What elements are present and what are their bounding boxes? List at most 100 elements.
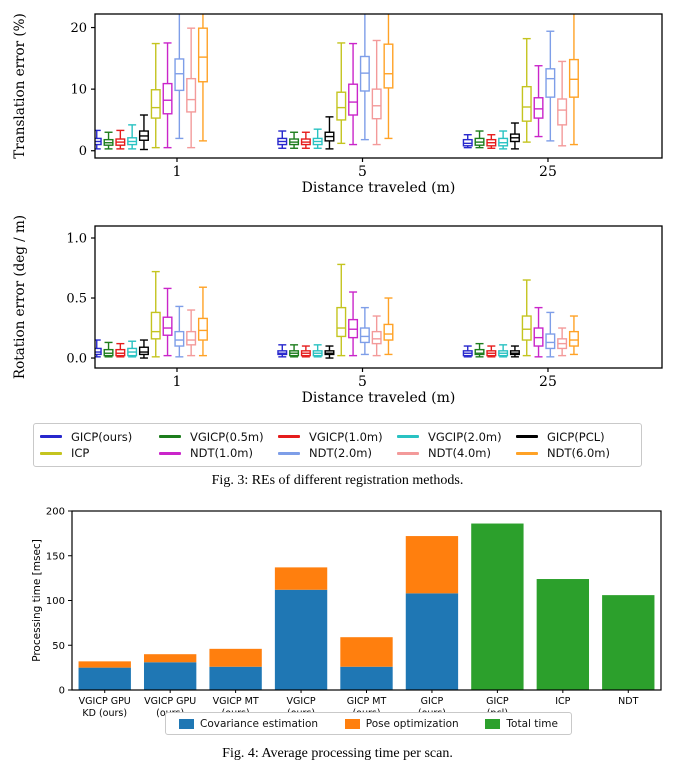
legend-item-gicp-ours: GICP(ours): [40, 430, 159, 444]
y-tick-label: 0.0: [66, 352, 87, 367]
legend-line-swatch: [159, 451, 181, 455]
y-tick-label: 200: [46, 507, 65, 518]
boxplot-series-group: [95, 263, 579, 359]
bar-covariance-estimation-gicp-ours: [405, 593, 459, 690]
y-tick-label: 100: [46, 596, 65, 607]
x-tick-label: VGICP GPU KD (ours): [79, 696, 131, 719]
y-tick-label: 10: [70, 83, 87, 98]
legend-line-swatch: [278, 435, 300, 439]
box-series-vgicp-1-0m: [115, 342, 497, 358]
fig4-legend: Covariance estimation Pose optimization To…: [165, 712, 572, 735]
legend-label: GICP(ours): [71, 429, 133, 444]
bar-total-time-ndt: [602, 595, 655, 690]
y-tick-label: 0: [59, 686, 65, 697]
y-tick-label: 50: [52, 641, 65, 652]
x-tick-label: 5: [358, 374, 367, 390]
fig3-legend: GICP(ours) VGICP(0.5m) VGICP(1.0m) VGCIP(2.…: [33, 423, 642, 467]
x-tick-label: NDT: [618, 696, 638, 707]
y-axis-title: Translation error (%): [12, 13, 28, 158]
fig4-caption: Fig. 4: Average processing time per scan…: [222, 746, 453, 761]
y-axis-title: Processing time [msec]: [31, 539, 43, 662]
x-tick-label: 5: [358, 164, 367, 180]
bar-covariance-estimation-vgicp-gpu-kd-ours: [78, 667, 131, 690]
legend-item-vgicp-0-5m: VGICP(0.5m): [159, 430, 278, 444]
x-axis-title: Distance traveled (m): [302, 180, 456, 196]
box-series-ndt-2-0m: [174, 305, 556, 358]
processing-time-bar-chart: 0 50 100 150 200 Processing time [msec] VGICP …: [31, 507, 662, 719]
box-series-vgcip-2-0m: [127, 340, 509, 358]
bar-covariance-estimation-vgicp-ours: [274, 589, 328, 690]
legend-line-swatch: [40, 435, 62, 439]
box-series-icp: [150, 263, 532, 358]
legend-line-swatch: [397, 451, 419, 455]
rotation-error-boxplot: 0.0 0.5 1.0 1 5 25 Distance traveled (m) Rotati…: [12, 215, 663, 406]
legend-item-vgicp-1-0m: VGICP(1.0m): [278, 430, 397, 444]
legend-item-icp: ICP: [40, 446, 159, 460]
legend-item-ndt-2-0m: NDT(2.0m): [278, 446, 397, 460]
legend-line-swatch: [397, 435, 419, 439]
fig3-caption: Fig. 3: REs of different registration me…: [211, 473, 464, 488]
legend-item-gicp-pcl: GICP(PCL): [516, 430, 635, 444]
legend-label: NDT(4.0m): [428, 446, 491, 461]
box-series-ndt-2-0m: [174, 14, 556, 142]
bar-covariance-estimation-vgicp-mt-ours: [209, 666, 262, 690]
legend-label: Total time: [506, 717, 558, 730]
legend-label: ICP: [71, 446, 90, 461]
box-series-icp: [150, 37, 532, 149]
legend-rect-swatch: [485, 718, 501, 729]
box-series-gicp-ours: [95, 339, 473, 358]
bar-pose-optimization-gicp-mt-ours: [340, 637, 393, 667]
plot-frame: [71, 510, 662, 691]
legend-label: NDT(6.0m): [547, 446, 610, 461]
bar-covariance-estimation-gicp-mt-ours: [340, 666, 393, 690]
legend-item-pose-optimization: Pose optimization: [344, 717, 459, 730]
legend-item-covariance-estimation: Covariance estimation: [179, 718, 318, 730]
y-tick-label: 0.5: [66, 292, 87, 307]
legend-label: GICP(PCL): [547, 429, 605, 444]
legend-line-swatch: [159, 435, 181, 439]
x-tick-label: 1: [173, 164, 182, 180]
bar-pose-optimization-vgicp-gpu-ours: [143, 654, 197, 663]
box-series-vgcip-2-0m: [127, 124, 509, 150]
bar-covariance-estimation-vgicp-gpu-ours: [143, 662, 197, 690]
y-axis-title: Rotation error (deg / m): [12, 215, 28, 379]
legend-label: VGICP(0.5m): [190, 429, 264, 444]
box-series-ndt-1-0m: [162, 287, 544, 358]
box-series-ndt-4-0m: [186, 27, 568, 149]
x-tick-label: ICP: [555, 696, 570, 707]
legend-rect-swatch: [344, 718, 360, 729]
box-series-gicp-pcl: [138, 114, 520, 151]
legend-item-vgcip-2-0m: VGCIP(2.0m): [397, 430, 516, 444]
box-series-ndt-6-0m: [197, 286, 579, 357]
x-axis-title: Distance traveled (m): [302, 390, 456, 406]
legend-rect-swatch: [179, 718, 194, 729]
y-tick-label: 150: [46, 551, 65, 562]
box-series-gicp-ours: [95, 129, 473, 150]
legend-item-ndt-1-0m: NDT(1.0m): [159, 446, 278, 460]
box-series-vgicp-0-5m: [103, 130, 485, 150]
x-tick-label: 1: [173, 374, 182, 390]
legend-label: VGCIP(2.0m): [428, 429, 502, 444]
plot-frame: [94, 13, 663, 159]
legend-line-swatch: [40, 451, 62, 455]
x-tick-label: 25: [539, 164, 557, 180]
box-series-ndt-4-0m: [186, 309, 568, 357]
legend-label: Pose optimization: [365, 717, 459, 730]
x-tick-label: 25: [539, 374, 557, 390]
bar-pose-optimization-vgicp-ours: [274, 567, 328, 590]
bar-pose-optimization-gicp-ours: [405, 536, 459, 594]
translation-error-boxplot: 0 10 20 1 5 25 Distance traveled (m) Translatio…: [12, 13, 663, 196]
legend-item-ndt-4-0m: NDT(4.0m): [397, 446, 516, 460]
legend-line-swatch: [516, 451, 538, 455]
y-tick-label: 0: [79, 144, 87, 159]
legend-label: NDT(1.0m): [190, 446, 253, 461]
legend-line-swatch: [278, 451, 300, 455]
box-series-ndt-6-0m: [197, 14, 579, 146]
box-series-vgicp-1-0m: [115, 129, 497, 150]
legend-item-total-time: Total time: [485, 718, 558, 730]
plot-frame: [94, 225, 663, 369]
bar-pose-optimization-vgicp-mt-ours: [209, 648, 262, 667]
legend-label: Covariance estimation: [200, 717, 319, 730]
bar-total-time-icp: [536, 579, 590, 690]
